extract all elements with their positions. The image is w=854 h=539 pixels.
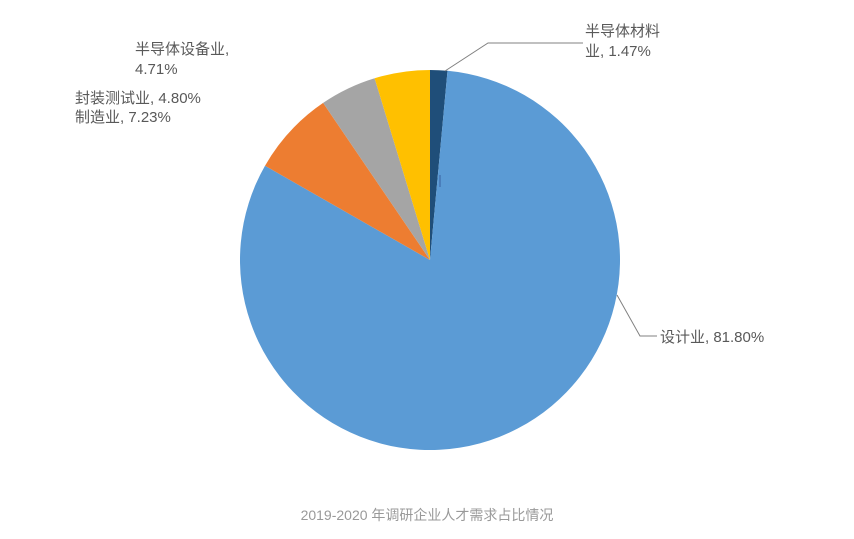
leader-line-1 [617,295,657,336]
pie-chart-container: 半导体材料业, 1.47% 设计业, 81.80% 制造业, 7.23%封装测试业,… [0,0,854,485]
slice-label-1: 设计业, 81.80% [660,328,764,348]
slice-label-4: 半导体设备业,4.71% [135,40,229,79]
pie-chart-svg [0,0,854,485]
chart-caption: 2019-2020 年调研企业人才需求占比情况 [0,505,854,525]
slice-label-0: 半导体材料业, 1.47% [585,22,660,61]
leader-line-0 [445,43,583,71]
slice-label-3: 封装测试业, 4.80% [75,89,201,109]
slice-label-2: 制造业, 7.23% [75,108,171,128]
